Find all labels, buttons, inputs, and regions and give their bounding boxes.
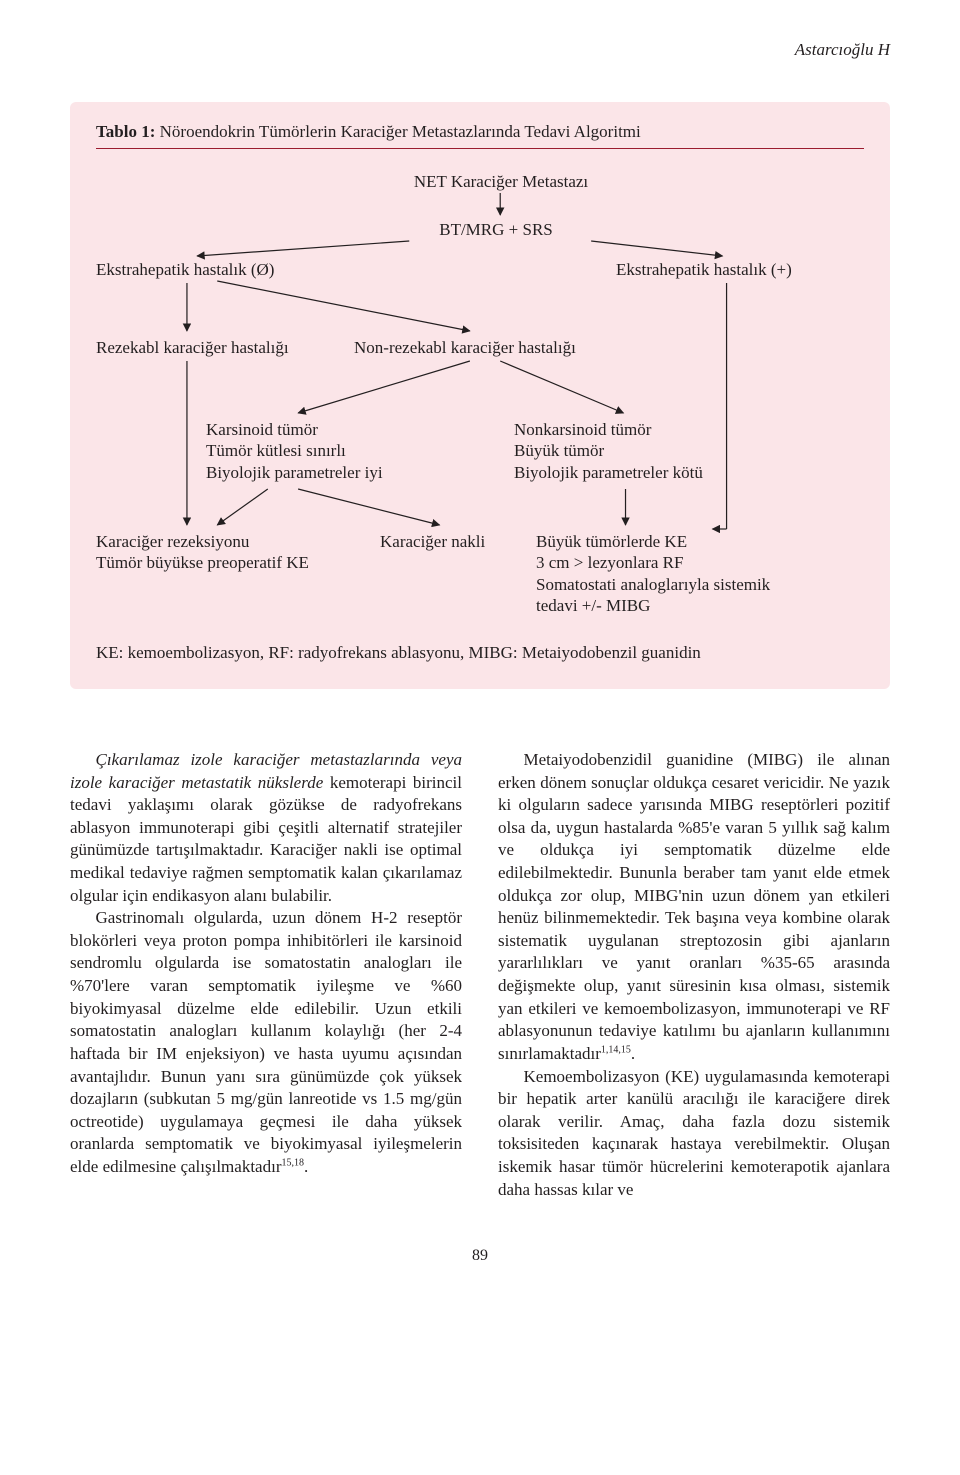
paragraph: Kemoembolizasyon (KE) uygulamasında kemo… bbox=[498, 1066, 890, 1202]
paragraph: Çıkarılamaz izole karaciğer metastazları… bbox=[70, 749, 462, 907]
flow-node: Rezekabl karaciğer hastalığı bbox=[96, 337, 336, 358]
table-title: Tablo 1: Nöroendokrin Tümörlerin Karaciğ… bbox=[96, 122, 864, 142]
column-right: Metaiyodobenzidil guanidine (MIBG) ile a… bbox=[498, 749, 890, 1201]
paragraph: Gastrinomalı olgularda, uzun dönem H-2 r… bbox=[70, 907, 462, 1178]
page-number: 89 bbox=[70, 1247, 890, 1265]
flow-node: Non-rezekabl karaciğer hastalığı bbox=[354, 337, 634, 358]
flow-node: Ekstrahepatik hastalık (+) bbox=[616, 259, 846, 280]
flow-node: BT/MRG + SRS bbox=[406, 219, 586, 240]
flowchart: NET Karaciğer Metastazı BT/MRG + SRS Ekstr… bbox=[96, 171, 864, 641]
running-head: Astarcıoğlu H bbox=[70, 40, 890, 60]
flow-node: Nonkarsinoid tümör Büyük tümör Biyolojik… bbox=[514, 419, 754, 483]
flow-node: Karaciğer rezeksiyonu Tümör büyükse preo… bbox=[96, 531, 346, 574]
table-legend: KE: kemoembolizasyon, RF: radyofrekans a… bbox=[96, 643, 864, 663]
tablo-box: Tablo 1: Nöroendokrin Tümörlerin Karaciğ… bbox=[70, 102, 890, 689]
body-columns: Çıkarılamaz izole karaciğer metastazları… bbox=[70, 749, 890, 1201]
flow-node: NET Karaciğer Metastazı bbox=[376, 171, 626, 192]
table-title-rest: Nöroendokrin Tümörlerin Karaciğer Metast… bbox=[155, 122, 640, 141]
flow-node: Karsinoid tümör Tümör kütlesi sınırlı Bi… bbox=[206, 419, 436, 483]
flow-node: Karaciğer nakli bbox=[380, 531, 530, 552]
flow-node: Ekstrahepatik hastalık (Ø) bbox=[96, 259, 326, 280]
table-title-lead: Tablo 1: bbox=[96, 122, 155, 141]
column-left: Çıkarılamaz izole karaciğer metastazları… bbox=[70, 749, 462, 1201]
paragraph: Metaiyodobenzidil guanidine (MIBG) ile a… bbox=[498, 749, 890, 1066]
flow-node: Büyük tümörlerde KE 3 cm > lezyonlara RF… bbox=[536, 531, 836, 616]
table-rule bbox=[96, 148, 864, 149]
